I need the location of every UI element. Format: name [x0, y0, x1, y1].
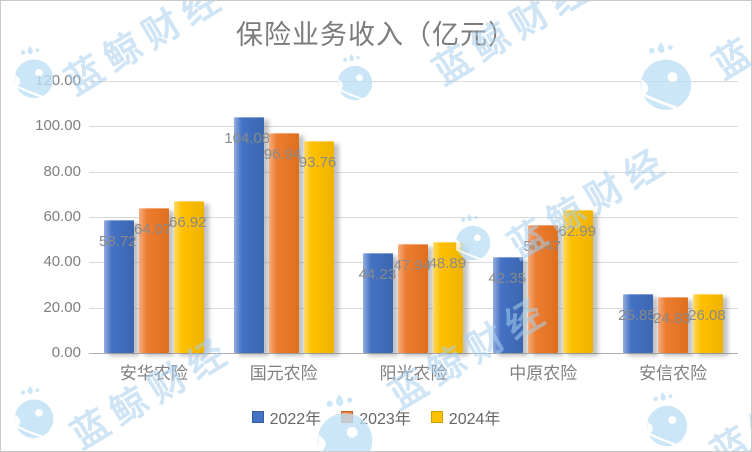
bar [493, 257, 524, 353]
category-label: 阳光农险 [379, 364, 448, 383]
bar-wrapper: 48.89 [429, 242, 466, 353]
legend-label: 2023年 [359, 411, 411, 428]
legend-item: 2024年 [430, 405, 501, 429]
gridline [89, 217, 738, 218]
y-axis-label: 20.00 [43, 298, 81, 316]
bar [398, 244, 429, 353]
y-axis-label: 100.00 [35, 117, 81, 135]
bar-wrapper: 24.83 [653, 296, 691, 353]
bar-value-label: 93.76 [298, 153, 337, 171]
bar-value-label: 42.35 [488, 270, 526, 287]
bar [433, 242, 464, 353]
bar-wrapper: 66.92 [169, 201, 207, 353]
bar-wrapper: 64.07 [134, 207, 172, 353]
bar-group: 42.35 56.47 62.99 [478, 81, 608, 353]
bar-wrapper: 42.35 [488, 257, 526, 353]
bar-wrapper: 58.72 [99, 219, 137, 353]
bar-group: 104.08 96.94 93.76 [219, 81, 349, 353]
bar-group: 44.23 47.94 48.89 [349, 81, 479, 353]
bar-wrapper: 62.99 [558, 210, 596, 353]
bar [563, 210, 594, 353]
bar [173, 201, 204, 353]
bar-group: 58.72 64.07 66.92 [89, 81, 219, 353]
bar [623, 294, 654, 353]
gridline [89, 81, 738, 82]
bar-wrapper: 96.94 [264, 133, 301, 353]
bar-value-label: 64.07 [133, 220, 172, 238]
bar-wrapper: 44.23 [359, 252, 396, 353]
category-label: 国元农险 [249, 364, 318, 383]
bar-wrapper: 47.94 [394, 244, 431, 353]
y-axis-label: 120.00 [35, 72, 81, 89]
legend: 2022年 2023年 2024年 [1, 405, 751, 429]
bar [268, 133, 299, 353]
y-axis-label: 80.00 [43, 162, 81, 180]
legend-marker [251, 411, 264, 423]
bar-wrapper: 93.76 [299, 140, 336, 353]
legend-item: 2022年 [251, 405, 322, 429]
bar-value-label: 48.89 [428, 255, 467, 273]
gridline [89, 353, 738, 354]
bar-group: 25.85 24.83 26.08 [608, 81, 738, 353]
bar [303, 140, 334, 353]
y-axis-label: 0.00 [51, 344, 81, 361]
bar-value-label: 24.83 [653, 309, 691, 327]
bar-wrapper: 26.08 [688, 293, 726, 353]
category-label: 安信农险 [639, 364, 708, 383]
category-label: 中原农险 [509, 364, 578, 383]
bar-value-label: 104.08 [224, 130, 271, 148]
bar-wrapper: 56.47 [523, 225, 561, 353]
gridline [89, 171, 738, 173]
category-label: 安华农险 [119, 364, 188, 383]
chart-title: 保险业务收入（亿元） [236, 20, 516, 50]
legend-item: 2023年 [341, 405, 411, 429]
bar [528, 225, 559, 353]
x-axis-category-labels: 安华农险 国元农险 阳光农险 中原农险 安信农险 [89, 359, 738, 384]
bar-value-label: 26.08 [688, 306, 726, 324]
bar [233, 117, 264, 353]
bar-value-label: 56.47 [523, 238, 561, 255]
bar-value-label: 47.94 [393, 257, 432, 275]
y-axis-label: 60.00 [43, 208, 81, 225]
bar [103, 219, 134, 353]
legend-label: 2024年 [448, 411, 501, 428]
bar-wrapper: 25.85 [618, 294, 656, 353]
bar-value-label: 58.72 [98, 232, 137, 250]
bar [363, 252, 394, 353]
bar-value-label: 96.94 [263, 146, 302, 164]
bar [138, 207, 169, 353]
bar-value-label: 44.23 [358, 265, 397, 283]
bar-value-label: 25.85 [618, 307, 656, 325]
watermark-text: 蓝鲸财经 [704, 346, 752, 452]
bar [693, 293, 724, 353]
bar-groups: 58.72 64.07 66.92 104.08 96.94 93.76 44.23 47.9… [89, 81, 738, 353]
legend-marker [341, 411, 354, 423]
bar-wrapper: 104.08 [224, 117, 270, 353]
bar [658, 296, 689, 353]
bar-value-label: 62.99 [558, 223, 596, 241]
gridline [89, 126, 738, 128]
y-axis-label: 40.00 [43, 253, 81, 271]
legend-marker [430, 411, 443, 423]
bar-value-label: 66.92 [168, 214, 207, 232]
legend-label: 2022年 [269, 411, 322, 428]
